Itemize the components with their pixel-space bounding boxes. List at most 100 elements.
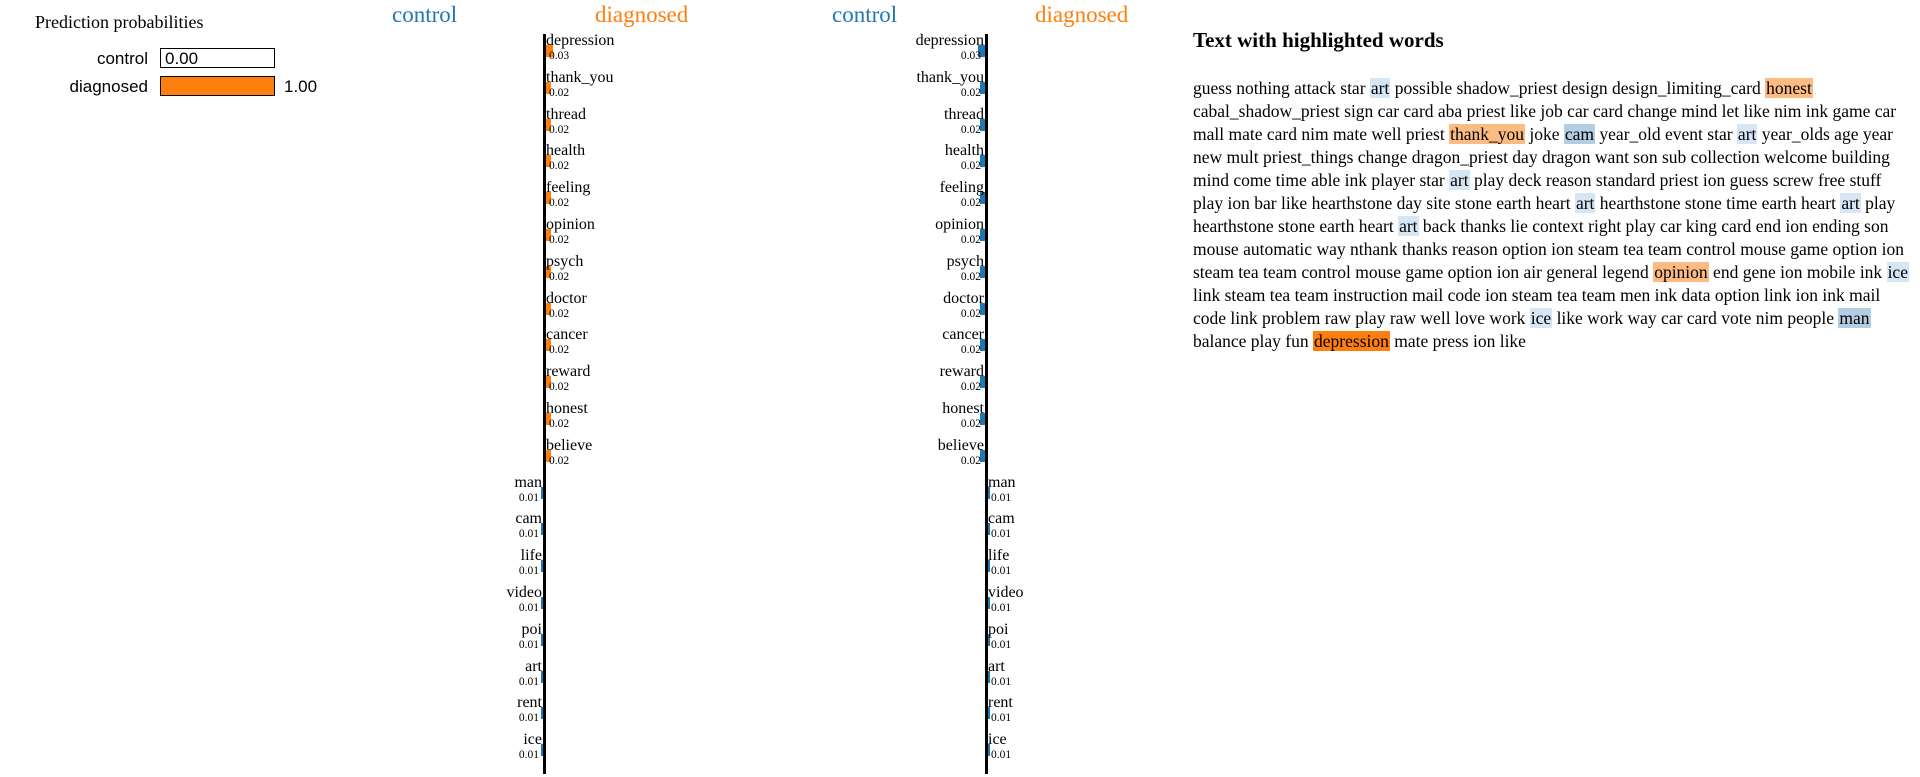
prob-row-control: control 0.00 bbox=[0, 48, 380, 70]
feature-bar bbox=[980, 302, 985, 315]
feature-label: health bbox=[944, 142, 984, 160]
feature-bar bbox=[546, 229, 551, 241]
feature-bar bbox=[546, 192, 551, 205]
text-segment: play deck reason standard priest ion gue… bbox=[1193, 170, 1882, 213]
feature-value-label: 0.02 bbox=[549, 197, 570, 210]
feature-label: feeling bbox=[546, 179, 591, 197]
prob-value: 0.00 bbox=[165, 49, 199, 68]
feature-bar bbox=[988, 486, 991, 499]
text-segment: guess nothing attack star bbox=[1193, 78, 1370, 98]
text-segment: year_old event star bbox=[1595, 124, 1737, 144]
panel-label-control: control bbox=[392, 2, 458, 27]
feature-label: depression bbox=[915, 32, 984, 49]
feature-bar bbox=[980, 118, 985, 131]
feature-bar bbox=[980, 413, 985, 425]
feature-label: rent bbox=[517, 694, 542, 712]
prob-row-diagnosed: diagnosed 1.00 bbox=[0, 76, 380, 98]
panel-label-control: control bbox=[832, 2, 898, 27]
feature-label: health bbox=[546, 142, 586, 160]
feature-value-label: 0.02 bbox=[549, 123, 570, 136]
feature-value-label: 0.02 bbox=[960, 197, 981, 210]
feature-bar bbox=[980, 449, 985, 462]
feature-value-label: 0.02 bbox=[960, 454, 981, 467]
feature-label: cam bbox=[515, 510, 542, 528]
feature-bar bbox=[546, 155, 551, 168]
feature-label: video bbox=[506, 584, 542, 601]
highlighted-word: man bbox=[1838, 308, 1871, 328]
text-segment: back thanks lie context right play car k… bbox=[1193, 216, 1905, 282]
feature-value-label: 0.01 bbox=[991, 491, 1012, 504]
feature-bar bbox=[980, 81, 985, 94]
feature-value-label: 0.02 bbox=[960, 344, 981, 357]
feature-label: thank_you bbox=[546, 68, 614, 86]
feature-label: feeling bbox=[939, 179, 984, 197]
feature-label: depression bbox=[546, 32, 615, 49]
feature-value-label: 0.01 bbox=[991, 675, 1012, 688]
highlighted-text-body: guess nothing attack star art possible s… bbox=[1193, 77, 1910, 353]
text-segment: play hearthstone stone earth heart bbox=[1193, 193, 1896, 236]
feature-label: cam bbox=[988, 510, 1015, 528]
feature-value-label: 0.01 bbox=[991, 712, 1012, 725]
feature-label: ice bbox=[523, 731, 542, 749]
text-segment: link steam tea team instruction mail cod… bbox=[1193, 285, 1881, 328]
prob-value: 1.00 bbox=[284, 77, 318, 96]
feature-value-label: 0.02 bbox=[549, 381, 570, 394]
feature-value-label: 0.01 bbox=[518, 491, 539, 504]
feature-label: life bbox=[520, 547, 542, 565]
feature-label: doctor bbox=[943, 289, 984, 307]
highlighted-word: depression bbox=[1313, 331, 1390, 351]
explanation-panel-2: control diagnosed depression 0.03 thank_yo… bbox=[810, 0, 1230, 777]
feature-value-label: 0.02 bbox=[549, 160, 570, 173]
feature-bar bbox=[546, 413, 551, 425]
text-segment: hearthstone stone time earth heart bbox=[1595, 193, 1841, 213]
feature-label: poi bbox=[521, 620, 542, 638]
feature-value-label: 0.02 bbox=[960, 234, 981, 246]
feature-value-label: 0.02 bbox=[549, 234, 570, 246]
feature-bar bbox=[540, 560, 543, 573]
feature-value-label: 0.01 bbox=[518, 565, 539, 578]
feature-value-label: 0.02 bbox=[960, 270, 981, 283]
feature-value-label: 0.02 bbox=[549, 307, 570, 320]
feature-value-label: 0.02 bbox=[549, 344, 570, 357]
feature-bar bbox=[988, 633, 991, 646]
feature-value-label: 0.01 bbox=[518, 675, 539, 688]
highlighted-word: art bbox=[1398, 216, 1419, 236]
feature-value-label: 0.02 bbox=[960, 307, 981, 320]
feature-bar bbox=[546, 265, 551, 278]
feature-label: honest bbox=[942, 400, 984, 417]
feature-bar bbox=[977, 45, 985, 57]
feature-bar bbox=[546, 302, 551, 315]
feature-bar bbox=[540, 486, 543, 499]
feature-label: man bbox=[514, 473, 542, 491]
feature-label: believe bbox=[937, 436, 984, 454]
text-segment: cabal_shadow_priest sign car card aba pr… bbox=[1193, 101, 1897, 144]
feature-bar bbox=[988, 670, 991, 683]
feature-label: poi bbox=[988, 620, 1009, 638]
highlighted-text-panel: Text with highlighted words guess nothin… bbox=[1190, 28, 1910, 353]
feature-label: ice bbox=[988, 731, 1007, 749]
feature-value-label: 0.01 bbox=[518, 638, 539, 651]
feature-label: thank_you bbox=[916, 68, 984, 86]
feature-bar bbox=[988, 707, 991, 720]
highlighted-word: thank_you bbox=[1449, 124, 1525, 144]
text-segment: end gene ion mobile ink bbox=[1708, 262, 1887, 282]
feature-label: cancer bbox=[546, 326, 588, 344]
prob-bar bbox=[160, 48, 275, 68]
feature-bar bbox=[980, 265, 985, 278]
text-segment: possible shadow_priest design design_lim… bbox=[1390, 78, 1766, 98]
feature-bar bbox=[988, 597, 991, 609]
highlighted-word: cam bbox=[1563, 124, 1596, 144]
feature-bar bbox=[540, 597, 543, 609]
feature-label: video bbox=[988, 584, 1024, 601]
prob-label: diagnosed bbox=[69, 77, 148, 96]
highlighted-word: art bbox=[1369, 78, 1391, 98]
feature-bar bbox=[546, 376, 551, 389]
explanation-panel-1: control diagnosed depression 0.03 thank_yo… bbox=[370, 0, 790, 777]
feature-bar bbox=[540, 670, 543, 683]
feature-bar bbox=[980, 192, 985, 205]
highlighted-word: ice bbox=[1886, 262, 1909, 282]
feature-value-label: 0.02 bbox=[960, 123, 981, 136]
feature-value-label: 0.01 bbox=[518, 528, 539, 541]
feature-label: thread bbox=[546, 105, 586, 123]
feature-value-label: 0.01 bbox=[518, 602, 539, 614]
